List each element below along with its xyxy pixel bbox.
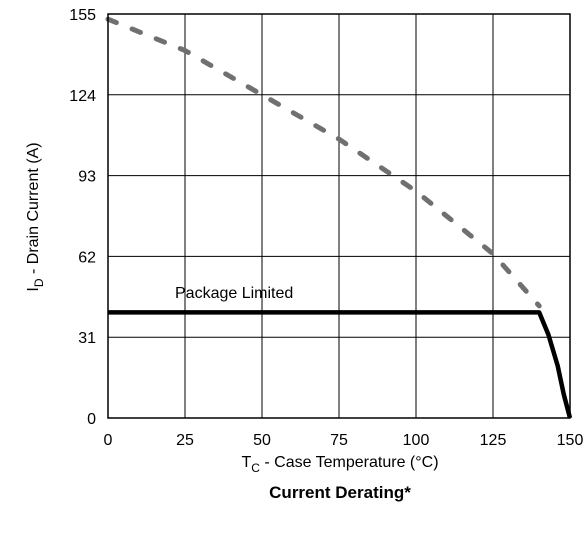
y-axis-label: ID - Drain Current (A) — [25, 142, 46, 291]
y-tick-label: 93 — [78, 169, 96, 186]
plot-frame — [107, 13, 571, 419]
x-tick-label: 150 — [557, 432, 584, 449]
dashed-derating-curve — [105, 16, 542, 309]
package-limited-annotation: Package Limited — [175, 285, 293, 302]
chart-title: Current Derating* — [269, 483, 411, 502]
series-layer — [105, 16, 573, 419]
x-tick-label: 125 — [480, 432, 507, 449]
x-tick-label: 75 — [330, 432, 348, 449]
y-tick-label: 124 — [69, 88, 96, 105]
y-tick-label: 155 — [69, 7, 96, 24]
x-axis-label: TC - Case Temperature (°C) — [241, 454, 438, 475]
y-tick-label: 62 — [78, 249, 96, 266]
y-tick-label: 31 — [78, 330, 96, 347]
x-tick-label: 25 — [176, 432, 194, 449]
x-tick-label: 0 — [104, 432, 113, 449]
x-tick-labels: 0 25 50 75 100 125 150 — [104, 432, 584, 449]
grid-lines — [107, 13, 571, 419]
y-tick-labels: 0 31 62 93 124 155 — [69, 7, 96, 428]
x-tick-label: 50 — [253, 432, 271, 449]
x-tick-label: 100 — [403, 432, 430, 449]
y-tick-label: 0 — [87, 411, 96, 428]
package-limited-curve — [108, 310, 573, 419]
